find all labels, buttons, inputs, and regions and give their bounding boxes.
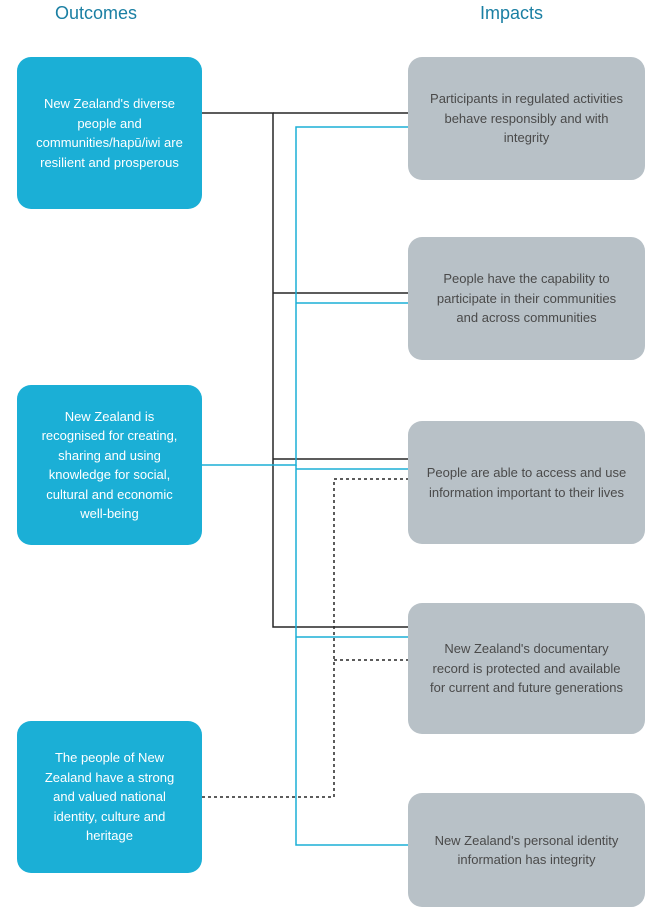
impact-box-3: New Zealand's documentary record is prot… xyxy=(408,603,645,734)
outcome-box-2: The people of New Zealand have a strong … xyxy=(17,721,202,873)
outcomes-header: Outcomes xyxy=(55,3,137,24)
impact-box-2: People are able to access and use inform… xyxy=(408,421,645,544)
outcome-box-0: New Zealand's diverse people and communi… xyxy=(17,57,202,209)
impact-box-0: Participants in regulated activities beh… xyxy=(408,57,645,180)
impacts-header: Impacts xyxy=(480,3,543,24)
outcome-box-1: New Zealand is recognised for creating, … xyxy=(17,385,202,545)
impact-box-4: New Zealand's personal identity informat… xyxy=(408,793,645,907)
impact-box-1: People have the capability to participat… xyxy=(408,237,645,360)
